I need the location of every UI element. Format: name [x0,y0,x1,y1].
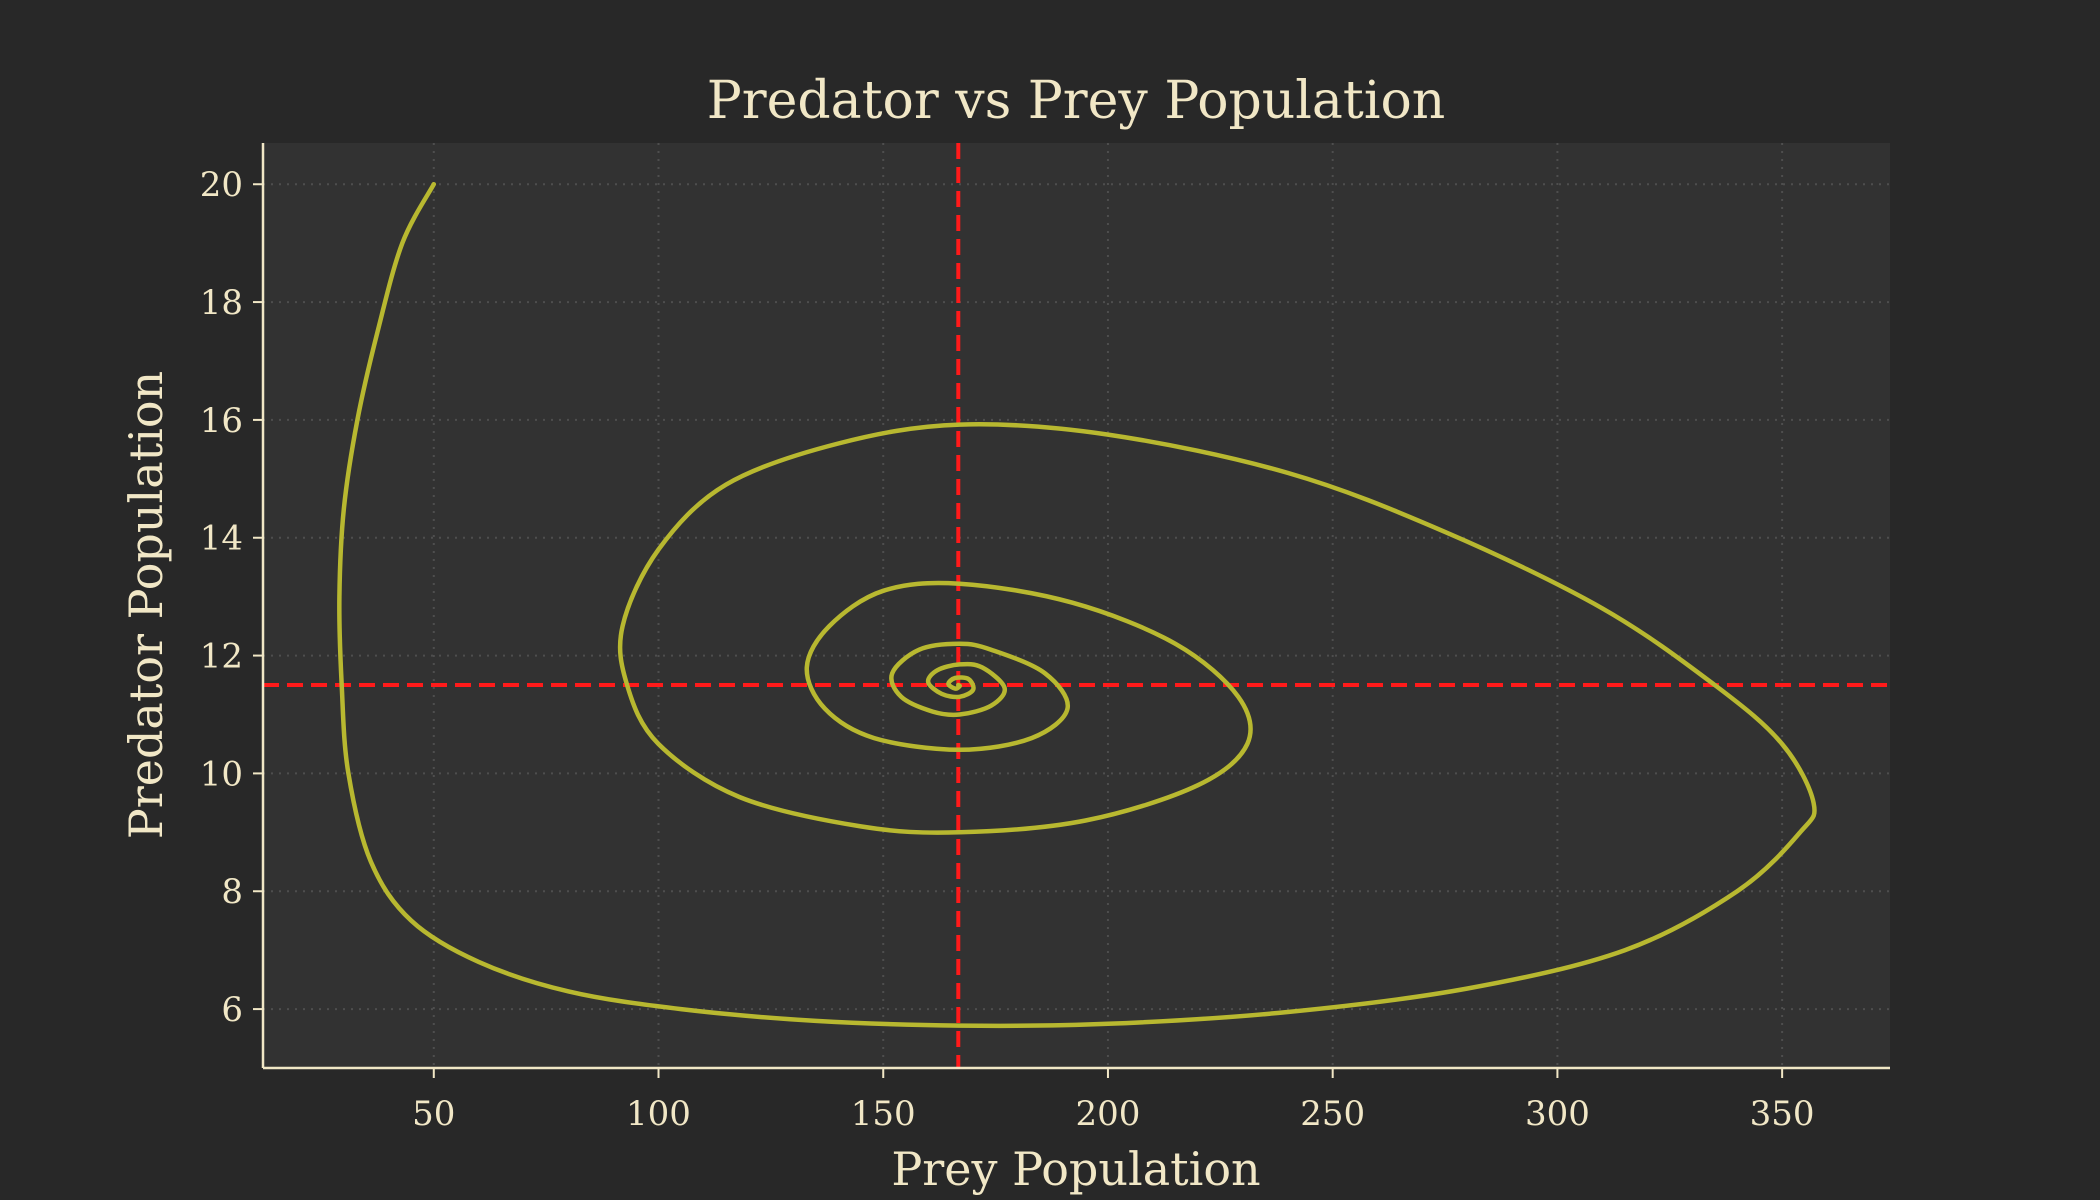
x-tick-label: 350 [1750,1094,1815,1134]
y-tick-label: 8 [221,872,243,912]
x-tick-label: 300 [1525,1094,1590,1134]
chart-title: Predator vs Prey Population [707,71,1446,131]
y-tick-label: 20 [200,165,243,205]
x-tick-label: 50 [412,1094,455,1134]
x-tick-label: 150 [851,1094,916,1134]
series-layer [337,181,1817,1029]
x-tick-label: 200 [1076,1094,1141,1134]
y-tick-label: 10 [200,754,243,794]
y-tick-label: 16 [200,401,243,441]
y-axis-label: Predator Population [119,371,173,839]
y-tick-label: 14 [200,519,243,559]
y-ticks: 6 8 10 12 14 16 18 20 [200,165,263,1030]
x-axis-label: Prey Population [891,1142,1260,1196]
y-tick-label: 12 [200,637,243,677]
y-tick-label: 18 [200,283,243,323]
x-tick-label: 250 [1300,1094,1365,1134]
x-ticks: 50 100 150 200 250 300 350 [412,1068,1815,1134]
axes [261,143,1890,1070]
series-line-0 [337,181,1817,1029]
y-tick-label: 6 [221,990,243,1030]
x-tick-label: 100 [626,1094,691,1134]
equilibrium-lines [263,143,1890,1068]
